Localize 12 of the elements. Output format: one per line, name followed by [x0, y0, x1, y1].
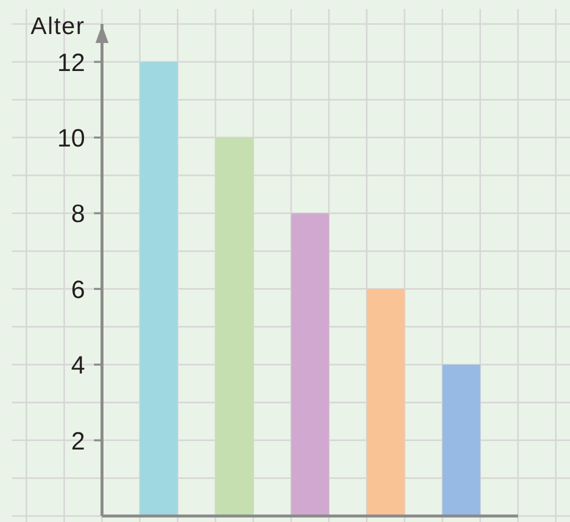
bar — [291, 213, 329, 516]
y-tick-label: 2 — [71, 427, 85, 456]
y-tick-label: 4 — [71, 352, 86, 380]
y-axis-title: Alter — [30, 13, 85, 40]
y-tick-label: 8 — [71, 200, 85, 228]
bar — [216, 138, 254, 516]
bar — [442, 364, 480, 516]
bar — [140, 62, 178, 516]
bar — [366, 288, 405, 516]
y-tick-label: 10 — [57, 124, 85, 153]
y-tick-label: 12 — [57, 48, 85, 77]
y-tick-label: 6 — [71, 276, 85, 304]
